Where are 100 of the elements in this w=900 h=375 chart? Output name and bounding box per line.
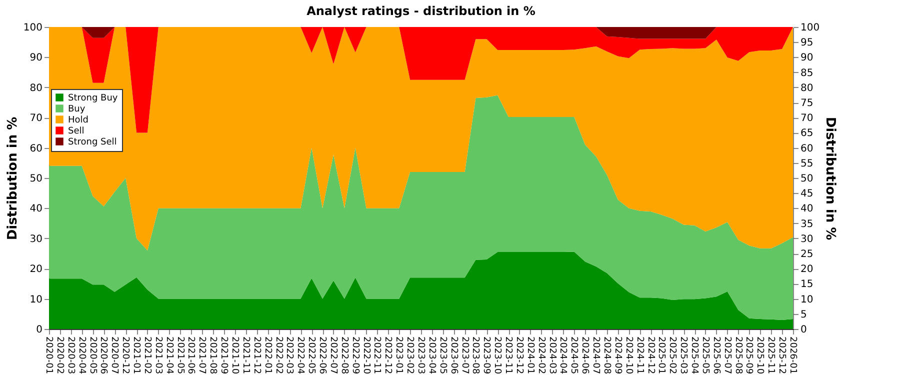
x-tick-label: 2025-01 (656, 336, 666, 374)
x-tick-label: 2023-06 (448, 336, 458, 374)
y-tick-label: 20 (30, 264, 42, 276)
y-tick-label: 60 (30, 143, 42, 154)
y2-tick-label: 50 (800, 174, 814, 184)
x-tick-label: 2021-06 (186, 336, 196, 374)
x-tick-label: 2023-03 (416, 336, 426, 374)
x-tick-label: 2024-02 (536, 336, 546, 374)
x-tick-label: 2022-03 (284, 336, 294, 374)
y2-tick-label: 65 (800, 128, 814, 140)
x-tick-label: 2023-07 (459, 336, 470, 374)
y2-tick-label: 40 (800, 204, 814, 215)
x-tick-label: 2024-07 (590, 336, 601, 374)
x-tick-label: 2024-05 (568, 336, 579, 374)
x-tick-label: 2022-08 (338, 336, 349, 374)
x-tick-label: 2022-11 (372, 336, 382, 374)
y2-tick-label: 25 (800, 249, 814, 260)
y2-tick-label: 10 (800, 294, 814, 306)
x-tick-label: 2023-04 (426, 336, 436, 374)
x-tick-label: 2021-07 (196, 336, 207, 374)
x-tick-label: 2021-03 (152, 336, 163, 374)
x-tick-label: 2023-02 (404, 336, 415, 374)
x-tick-label: 2024-04 (558, 336, 568, 374)
y2-tick-label: 5 (800, 309, 807, 320)
y2-tick-label: 75 (800, 98, 814, 109)
x-tick-label: 2025-03 (678, 336, 688, 374)
x-tick-label: 2022-01 (262, 336, 272, 374)
y2-tick-label: 60 (800, 143, 814, 154)
legend-label: Buy (68, 104, 86, 114)
x-tick-label: 2021-11 (240, 336, 250, 374)
y2-tick-label: 70 (800, 113, 814, 124)
y-tick-label: 100 (23, 22, 42, 34)
x-tick-label: 2023-12 (514, 336, 524, 374)
legend-label: Strong Sell (68, 138, 117, 148)
x-tick-label: 2020-03 (65, 336, 76, 374)
y-tick-label: 50 (30, 174, 42, 184)
x-tick-label: 2025-06 (710, 336, 721, 374)
x-tick-label: 2023-01 (394, 336, 404, 374)
x-tick-label: 2021-01 (131, 336, 142, 374)
chart-title: Analyst ratings - distribution in % (306, 4, 536, 18)
x-tick-label: 2025-04 (689, 336, 700, 374)
y-tick-label: 80 (30, 82, 42, 94)
legend-label: Hold (68, 116, 88, 126)
y2-tick-label: 80 (800, 82, 814, 94)
x-tick-label: 2021-12 (251, 336, 262, 374)
y-axis-title: Distribution in % (5, 116, 20, 240)
x-tick-label: 2025-12 (776, 336, 787, 374)
x-tick-label: 2022-09 (350, 336, 360, 374)
x-tick-label: 2024-10 (623, 336, 634, 374)
x-tick-label: 2022-12 (382, 336, 393, 374)
y2-tick-label: 35 (800, 218, 814, 230)
y2-tick-label: 90 (800, 52, 814, 64)
x-tick-label: 2020-07 (109, 336, 120, 374)
x-tick-label: 2025-10 (754, 336, 765, 374)
legend-label: Sell (68, 126, 84, 136)
y-tick-label: 70 (30, 113, 42, 124)
y2-tick-label: 45 (800, 188, 814, 200)
y-tick-label: 40 (30, 204, 42, 215)
x-tick-label: 2020-04 (76, 336, 86, 374)
x-tick-label: 2023-09 (481, 336, 492, 374)
x-tick-label: 2023-05 (437, 336, 448, 374)
x-tick-label: 2022-04 (295, 336, 306, 374)
y2-tick-label: 15 (800, 279, 814, 290)
y2-tick-label: 30 (800, 234, 814, 245)
x-tick-label: 2022-05 (306, 336, 316, 374)
x-tick-label: 2025-07 (722, 336, 732, 374)
x-tick-label: 2025-08 (732, 336, 743, 374)
x-tick-label: 2020-01 (44, 336, 54, 374)
x-tick-label: 2023-11 (503, 336, 514, 374)
x-tick-label: 2023-10 (492, 336, 502, 374)
x-tick-label: 2024-12 (645, 336, 656, 374)
y-tick-label: 30 (30, 234, 42, 245)
x-tick-label: 2022-10 (360, 336, 371, 374)
y2-tick-label: 100 (800, 22, 820, 34)
x-tick-label: 2022-02 (273, 336, 284, 374)
y-tick-label: 0 (36, 324, 42, 336)
x-tick-label: 2021-09 (218, 336, 229, 374)
x-tick-label: 2023-08 (470, 336, 480, 374)
x-tick-label: 2020-12 (120, 336, 130, 374)
x-tick-label: 2024-08 (602, 336, 612, 374)
x-tick-label: 2021-05 (174, 336, 185, 374)
x-tick-label: 2022-07 (328, 336, 338, 374)
x-tick-label: 2021-02 (142, 336, 152, 374)
x-tick-label: 2025-09 (744, 336, 754, 374)
x-tick-label: 2020-06 (98, 336, 108, 374)
y2-tick-label: 0 (800, 324, 807, 336)
x-tick-label: 2024-11 (634, 336, 644, 374)
x-tick-label: 2020-05 (87, 336, 98, 374)
y2-axis-title: Distribution in % (822, 116, 838, 240)
y-tick-label: 90 (30, 52, 42, 64)
x-tick-label: 2025-11 (766, 336, 776, 374)
x-tick-label: 2024-01 (524, 336, 535, 374)
x-tick-label: 2026-01 (788, 336, 798, 374)
x-tick-label: 2021-08 (208, 336, 218, 374)
x-tick-label: 2021-04 (164, 336, 174, 374)
x-tick-label: 2024-09 (612, 336, 622, 374)
y2-tick-label: 95 (800, 38, 814, 49)
x-tick-label: 2025-05 (700, 336, 710, 374)
y-tick-label: 10 (30, 294, 42, 306)
legend-label: Strong Buy (68, 94, 118, 104)
